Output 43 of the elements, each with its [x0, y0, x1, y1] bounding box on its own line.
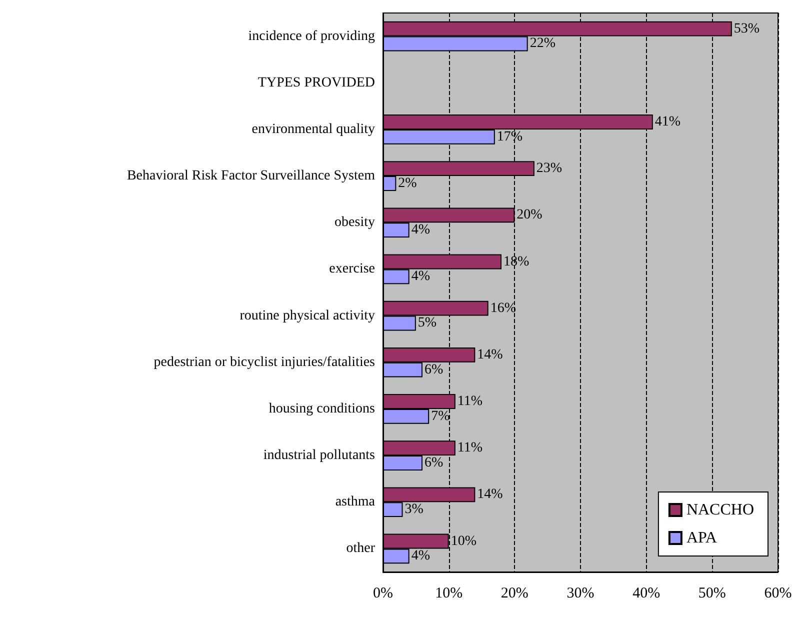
data-label: 14%: [477, 487, 504, 502]
x-tick-label: 40%: [632, 586, 660, 602]
x-tick-label: 30%: [566, 586, 594, 602]
data-label: 5%: [418, 316, 437, 331]
data-label: 6%: [424, 455, 444, 470]
y-tick-label: incidence of providing: [248, 28, 375, 44]
data-label: 11%: [457, 394, 483, 410]
data-label: 11%: [457, 440, 483, 456]
data-label: 22%: [530, 36, 556, 52]
data-label: 53%: [734, 21, 760, 36]
y-tick-label: housing conditions: [268, 401, 375, 416]
y-tick-label: asthma: [335, 494, 376, 510]
data-label: 10%: [450, 534, 477, 549]
data-label: 20%: [516, 208, 543, 223]
data-label: 4%: [411, 222, 430, 238]
data-label: 16%: [490, 300, 516, 316]
legend-label: NACCHO: [686, 502, 754, 518]
data-label: 2%: [398, 176, 418, 191]
y-tick-label: other: [346, 541, 376, 556]
data-label: 6%: [424, 362, 444, 378]
y-tick-label: industrial pollutants: [263, 448, 375, 464]
data-label: 17%: [496, 129, 523, 144]
y-tick-label: Behavioral Risk Factor Surveillance System: [126, 168, 376, 184]
y-tick-label: environmental quality: [252, 122, 375, 137]
y-tick-label: TYPES PROVIDED: [258, 75, 375, 90]
y-tick-label: obesity: [334, 215, 375, 230]
y-tick-label: routine physical activity: [240, 308, 375, 324]
legend-label: APA: [686, 530, 718, 546]
data-label: 3%: [404, 502, 424, 518]
data-label: 23%: [536, 161, 562, 176]
x-tick-label: 0%: [373, 586, 393, 602]
data-label: 18%: [504, 254, 530, 270]
y-tick-label: exercise: [329, 262, 375, 277]
data-label: 4%: [411, 548, 430, 564]
data-label: 4%: [411, 269, 430, 284]
y-tick-label: pedestrian or bicyclist injuries/fatalities: [154, 354, 375, 370]
data-label: 14%: [477, 347, 504, 362]
x-tick-label: 50%: [698, 586, 726, 602]
x-tick-label: 20%: [500, 586, 528, 602]
x-tick-label: 60%: [764, 586, 792, 602]
data-label: 41%: [654, 114, 681, 130]
data-label: 7%: [431, 408, 450, 424]
x-tick-label: 10%: [435, 586, 463, 602]
